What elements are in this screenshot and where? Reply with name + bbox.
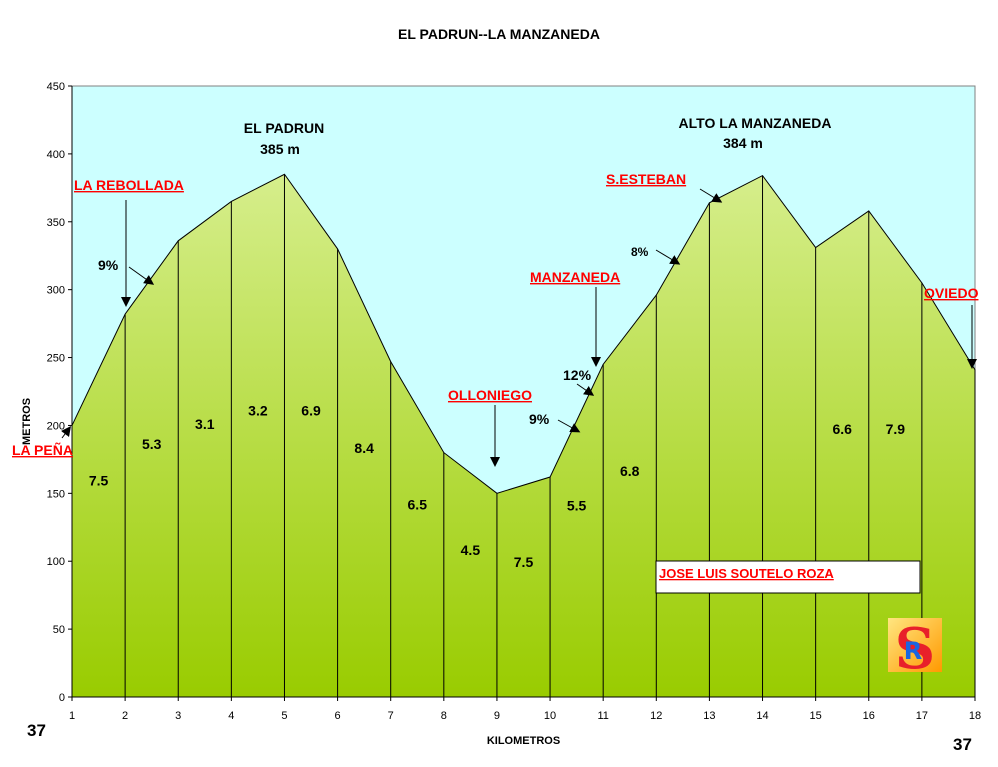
segment-slope-labels: 7.5 5.3 3.1 3.2 6.9 8.4 6.5 4.5 7.5 5.5 6.8 6.6 7.9 <box>89 403 905 570</box>
x-tick-label: 3 <box>175 710 181 722</box>
corner-number-right: 37 <box>953 735 972 754</box>
y-tick-label: 250 <box>47 353 65 365</box>
x-axis-label: KILOMETROS <box>487 735 560 747</box>
x-tick-label: 8 <box>441 710 447 722</box>
x-tick-label: 16 <box>863 710 875 722</box>
chart-title: EL PADRUN--LA MANZANEDA <box>398 26 600 42</box>
author-box <box>655 560 921 594</box>
y-tick-label: 300 <box>47 285 65 297</box>
slope-label: 7.5 <box>89 473 109 489</box>
y-tick-label: 200 <box>47 420 65 432</box>
arrow-grade-2 <box>557 419 581 433</box>
peak-name-el-padrun: EL PADRUN <box>244 120 324 136</box>
arrow-grade-1 <box>128 266 155 285</box>
place-manzaneda: MANZANEDA <box>530 269 620 285</box>
place-olloniego: OLLONIEGO <box>448 387 532 403</box>
x-tick-label: 1 <box>69 710 75 722</box>
x-tick-label: 11 <box>597 710 608 722</box>
x-tick-label: 14 <box>756 710 768 722</box>
x-tick-label: 9 <box>494 710 500 722</box>
x-tick-label: 2 <box>122 710 128 722</box>
slope-label: 6.9 <box>301 403 321 419</box>
y-tick-label: 400 <box>47 149 65 161</box>
place-s-esteban: S.ESTEBAN <box>606 171 686 187</box>
logo-letter-r: R <box>904 637 922 665</box>
slope-label: 4.5 <box>461 542 481 558</box>
author-name: JOSE LUIS SOUTELO ROZA <box>659 566 834 581</box>
y-tick-label: 0 <box>59 692 65 704</box>
logo-background <box>888 618 942 672</box>
peak-name-alto-la-manzaneda: ALTO LA MANZANEDA <box>679 115 832 131</box>
x-tick-label: 18 <box>969 710 981 722</box>
slope-label: 3.1 <box>195 416 215 432</box>
grade-label-2: 9% <box>529 411 550 427</box>
y-tick-label: 150 <box>47 488 65 500</box>
slope-label: 6.5 <box>408 496 428 512</box>
x-tick-label: 15 <box>810 710 822 722</box>
y-tick-label: 450 <box>47 81 65 93</box>
slope-label: 6.6 <box>832 421 852 437</box>
grade-label-1: 9% <box>98 257 119 273</box>
peak-height-alto-la-manzaneda: 384 m <box>723 135 763 151</box>
slope-label: 5.3 <box>142 436 162 452</box>
place-la-rebollada: LA REBOLLADA <box>74 177 184 193</box>
x-tick-label: 5 <box>281 710 287 722</box>
grade-label-4: 8% <box>631 245 649 259</box>
x-tick-label: 6 <box>335 710 341 722</box>
slope-label: 8.4 <box>354 440 374 456</box>
y-tick-label: 100 <box>47 556 65 568</box>
arrow-grade-3 <box>576 383 595 396</box>
place-oviedo: OVIEDO <box>924 285 979 301</box>
x-tick-label: 4 <box>228 710 234 722</box>
slope-label: 5.5 <box>567 498 587 514</box>
arrow-s-esteban <box>699 188 723 203</box>
annotation-arrows <box>61 188 977 467</box>
author-logo: S R <box>888 616 942 682</box>
grade-label-3: 12% <box>563 367 592 383</box>
y-tick-label: 350 <box>47 217 65 229</box>
x-tick-label: 17 <box>916 710 928 722</box>
peak-height-el-padrun: 385 m <box>260 141 300 157</box>
corner-number-left: 37 <box>27 721 46 740</box>
slope-label: 3.2 <box>248 403 268 419</box>
slope-label: 7.5 <box>514 554 534 570</box>
y-ticks: 0 50 100 150 200 250 300 350 400 450 <box>47 81 72 704</box>
arrow-la-pena <box>61 426 71 439</box>
x-tick-label: 10 <box>544 710 556 722</box>
x-tick-label: 13 <box>703 710 715 722</box>
y-tick-label: 50 <box>53 624 65 636</box>
arrow-grade-4 <box>655 249 681 265</box>
x-tick-label: 7 <box>388 710 394 722</box>
slope-label: 7.9 <box>886 421 906 437</box>
y-axis-label: METROS <box>21 398 33 445</box>
x-ticks: 1 2 3 4 5 6 7 8 9 10 11 12 13 14 15 16 17 18 <box>69 697 981 722</box>
logo-letter-s: S <box>895 616 935 682</box>
slope-label: 6.8 <box>620 463 640 479</box>
x-tick-label: 12 <box>650 710 662 722</box>
km-dividers <box>124 174 923 697</box>
place-la-pena: LA PEÑA <box>12 441 73 458</box>
